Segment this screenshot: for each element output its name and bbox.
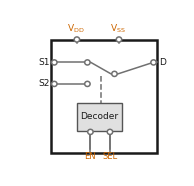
Bar	[51, 39, 157, 153]
Text: S1: S1	[38, 58, 49, 67]
Circle shape	[52, 60, 57, 65]
Circle shape	[52, 81, 57, 86]
Text: D: D	[159, 58, 166, 67]
Circle shape	[151, 60, 156, 65]
Text: SEL: SEL	[102, 152, 118, 161]
Text: EN: EN	[85, 152, 96, 161]
Circle shape	[116, 37, 122, 42]
Circle shape	[112, 71, 117, 76]
Bar	[77, 102, 122, 131]
Text: Decoder: Decoder	[80, 112, 119, 121]
Circle shape	[107, 129, 113, 134]
Circle shape	[85, 60, 90, 65]
Circle shape	[88, 129, 93, 134]
Circle shape	[74, 37, 80, 42]
Text: $\mathregular{V_{SS}}$: $\mathregular{V_{SS}}$	[110, 23, 126, 35]
Text: $\mathregular{V_{DD}}$: $\mathregular{V_{DD}}$	[67, 23, 85, 35]
Circle shape	[85, 81, 90, 86]
Text: S2: S2	[38, 79, 49, 88]
